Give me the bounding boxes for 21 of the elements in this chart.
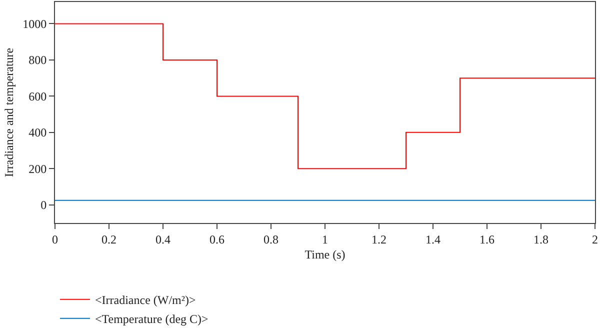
x-tick-label: 2 <box>592 232 598 246</box>
y-tick-label: 800 <box>28 53 47 68</box>
y-tick-label: 400 <box>28 126 47 140</box>
x-axis-title: Time (s) <box>304 247 346 262</box>
legend-label: <Temperature (deg C)> <box>95 312 209 326</box>
y-tick-label: 0 <box>40 198 47 212</box>
x-tick-label: 1.6 <box>480 232 494 246</box>
x-tick-label: 1.8 <box>534 232 548 246</box>
x-tick-label: 0.2 <box>102 232 116 246</box>
y-tick-label: 200 <box>28 162 47 176</box>
x-tick-label: 1.4 <box>426 232 440 246</box>
y-axis-title: Irradiance and temperature <box>2 48 16 178</box>
y-tick-label: 600 <box>28 89 47 104</box>
x-tick-label: 0.4 <box>156 232 170 246</box>
x-tick-label: 0.8 <box>264 232 278 246</box>
x-tick-label: 1 <box>322 232 328 246</box>
x-tick-label: 0.6 <box>210 232 224 246</box>
y-tick-label: 1000 <box>22 16 47 31</box>
legend-label: <Irradiance (W/m²)> <box>95 293 196 308</box>
x-tick-label: 0 <box>52 232 58 246</box>
x-tick-label: 1.2 <box>372 232 386 246</box>
